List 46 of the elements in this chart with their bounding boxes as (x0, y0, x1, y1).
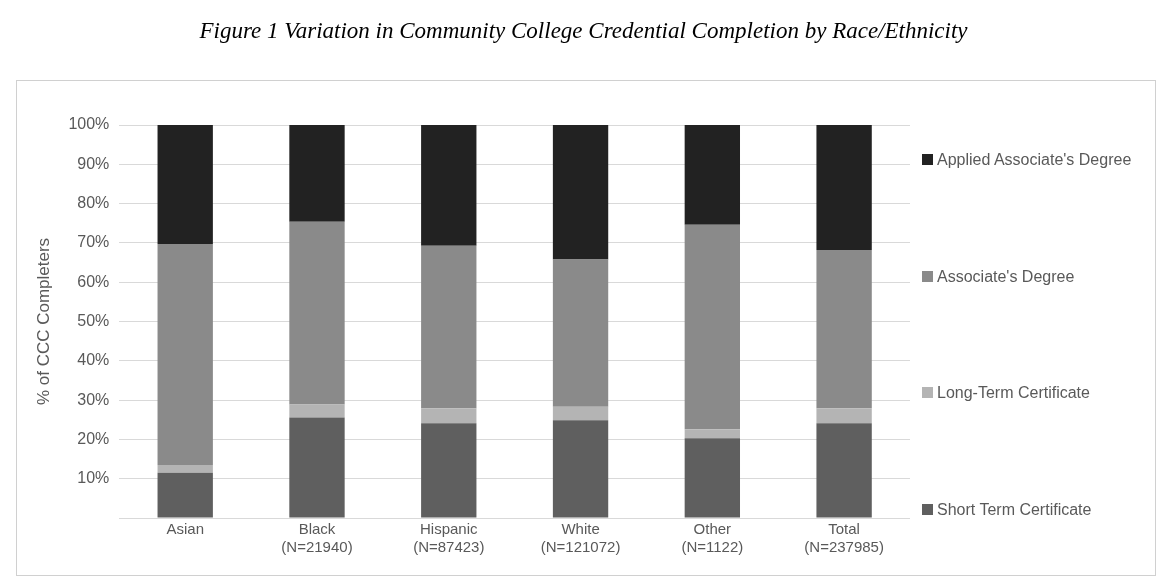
chart-title: Figure 1 Variation in Community College Credential Completion by Race/Ethnicity (198, 18, 969, 44)
bar (684, 429, 740, 439)
y-axis-title: % of CCC Completers (33, 237, 53, 406)
bar (816, 125, 872, 250)
bar (157, 464, 213, 473)
bar (421, 423, 477, 518)
bar (289, 125, 345, 222)
y-tick-label: 30% (77, 390, 110, 408)
y-tick-label: 40% (77, 351, 110, 369)
bar (552, 259, 609, 407)
bar (157, 472, 213, 518)
bar (421, 245, 477, 409)
y-tick-label: 90% (77, 154, 110, 172)
x-tick-label: Total (N=237985) (804, 520, 884, 556)
y-tick-label: 20% (77, 429, 110, 447)
bar (552, 420, 609, 518)
bar (552, 125, 609, 260)
legend-label: Applied Associate's Degree (937, 150, 1132, 170)
y-tick-label: 100% (68, 115, 110, 133)
x-tick-label: Hispanic (N=87423) (413, 520, 485, 556)
x-tick-label: Asian (166, 520, 204, 538)
bar (684, 125, 740, 225)
x-tick-label: Other (N=1122) (681, 520, 744, 556)
y-tick-label: 50% (77, 311, 110, 329)
legend-label: Short Term Certificate (937, 499, 1092, 520)
bar (289, 417, 345, 518)
bar (289, 221, 345, 405)
bar (421, 408, 477, 424)
y-tick-label: 10% (77, 469, 110, 487)
bar (421, 125, 477, 246)
x-tick-label: Black (N=21940) (281, 520, 353, 556)
y-tick-label: 60% (77, 272, 110, 290)
legend-label: Associate's Degree (937, 266, 1075, 287)
bar (816, 249, 872, 409)
bar (157, 244, 213, 465)
bar (289, 404, 345, 418)
bar (816, 408, 872, 424)
bar (816, 423, 872, 518)
y-tick-label: 80% (77, 194, 110, 212)
bar (684, 224, 740, 430)
legend-label: Long-Term Certificate (937, 383, 1090, 404)
x-tick-label: White (N=121072) (540, 520, 621, 556)
y-tick-label: 70% (77, 233, 110, 251)
bar (684, 438, 740, 518)
bar (552, 406, 609, 421)
bar (157, 125, 213, 245)
